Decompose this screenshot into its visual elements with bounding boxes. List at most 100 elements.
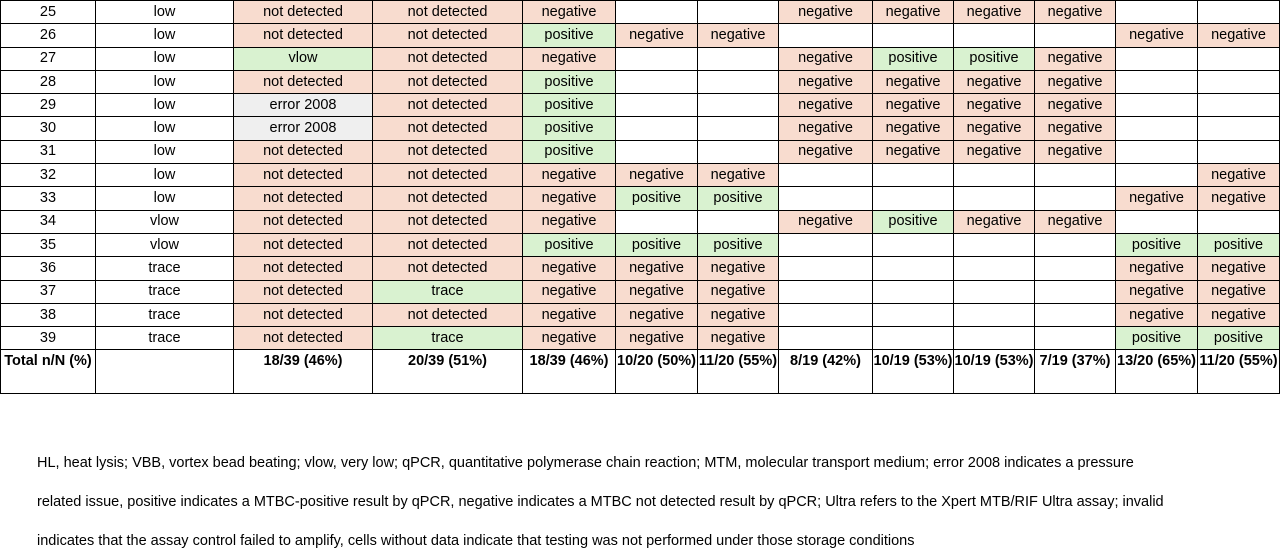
table-cell: negative <box>1115 23 1198 48</box>
table-cell <box>872 232 954 258</box>
total-cell: 13/20 (65%) <box>1115 349 1198 395</box>
table-cell <box>953 232 1035 258</box>
table-cell: negative <box>1034 93 1116 118</box>
table-row: 35 vlow not detected not detected positive po… <box>0 232 1280 258</box>
table-cell <box>778 23 873 48</box>
table-cell: not detected <box>372 302 523 328</box>
table-cell <box>1115 139 1198 165</box>
table-cell: negative <box>953 209 1035 234</box>
table-cell: negative <box>778 93 873 118</box>
table-cell: positive <box>615 186 698 211</box>
table-cell <box>1115 46 1198 71</box>
table-cell: not detected <box>372 163 523 188</box>
table-row: 37 trace not detected trace negative negative… <box>0 279 1280 304</box>
table-cell: positive <box>953 46 1035 71</box>
table-cell <box>1197 93 1280 118</box>
table-cell: positive <box>522 232 616 258</box>
table-cell <box>697 0 779 25</box>
table-cell: 36 <box>0 256 96 281</box>
table-cell: low <box>95 163 234 188</box>
total-cell: 10/19 (53%) <box>872 349 954 395</box>
table-cell <box>615 93 698 118</box>
table-cell: 33 <box>0 186 96 211</box>
table-cell: trace <box>95 256 234 281</box>
table-cell: negative <box>1197 23 1280 48</box>
table-cell: not detected <box>233 209 373 234</box>
table-cell <box>872 23 954 48</box>
table-cell <box>1197 0 1280 25</box>
table-cell: negative <box>522 46 616 71</box>
table-cell: low <box>95 139 234 165</box>
table-cell: negative <box>1115 279 1198 304</box>
table-cell <box>1034 326 1116 351</box>
table-row: 36 trace not detected not detected negative n… <box>0 256 1280 281</box>
table-cell: negative <box>778 46 873 71</box>
table-cell: not detected <box>372 139 523 165</box>
total-cell: 20/39 (51%) <box>372 349 523 395</box>
table-cell <box>615 69 698 95</box>
table-cell <box>697 139 779 165</box>
table-cell: negative <box>872 116 954 141</box>
table-cell <box>778 163 873 188</box>
table-row: 25 low not detected not detected negative neg… <box>0 0 1280 25</box>
table-row: 32 low not detected not detected negative neg… <box>0 163 1280 188</box>
table-cell <box>697 46 779 71</box>
table-cell: low <box>95 69 234 95</box>
table-cell: positive <box>522 69 616 95</box>
table-cell: negative <box>615 279 698 304</box>
footnote-line-2: related issue, positive indicates a MTBC… <box>37 494 1164 510</box>
table-cell: low <box>95 116 234 141</box>
table-row: 38 trace not detected not detected negative n… <box>0 302 1280 328</box>
table-cell <box>872 326 954 351</box>
table-cell <box>953 326 1035 351</box>
table-cell <box>615 209 698 234</box>
table-cell <box>1034 232 1116 258</box>
table-cell <box>1115 209 1198 234</box>
table-cell: negative <box>522 256 616 281</box>
table-cell: negative <box>1115 186 1198 211</box>
results-table: 25 low not detected not detected negative neg… <box>0 0 1280 395</box>
table-cell: negative <box>697 279 779 304</box>
table-cell: negative <box>697 326 779 351</box>
table-cell: negative <box>778 0 873 25</box>
table-row: 30 low error 2008 not detected positive negat… <box>0 116 1280 141</box>
table-cell: low <box>95 23 234 48</box>
table-cell <box>1197 139 1280 165</box>
table-cell: negative <box>522 302 616 328</box>
table-cell <box>697 69 779 95</box>
table-cell: negative <box>778 116 873 141</box>
table-cell <box>615 139 698 165</box>
table-cell: negative <box>1197 256 1280 281</box>
table-cell: vlow <box>95 209 234 234</box>
table-cell: vlow <box>95 232 234 258</box>
table-cell <box>1034 256 1116 281</box>
table-cell: low <box>95 46 234 71</box>
table-cell: negative <box>522 209 616 234</box>
table-row: 39 trace not detected trace negative negative… <box>0 326 1280 351</box>
results-table-body: 25 low not detected not detected negative neg… <box>0 0 1280 395</box>
table-cell: negative <box>1034 209 1116 234</box>
table-cell: trace <box>95 326 234 351</box>
table-cell: 30 <box>0 116 96 141</box>
table-cell: not detected <box>233 0 373 25</box>
table-cell <box>953 302 1035 328</box>
table-cell: positive <box>615 232 698 258</box>
table-cell: trace <box>372 279 523 304</box>
table-cell: 37 <box>0 279 96 304</box>
total-cell: 10/20 (50%) <box>615 349 698 395</box>
total-cell: 18/39 (46%) <box>233 349 373 395</box>
table-cell: trace <box>95 302 234 328</box>
table-cell: negative <box>1115 256 1198 281</box>
table-cell: 34 <box>0 209 96 234</box>
table-cell: not detected <box>372 256 523 281</box>
table-cell: positive <box>872 209 954 234</box>
table-cell: not detected <box>372 69 523 95</box>
table-row: 33 low not detected not detected negative pos… <box>0 186 1280 211</box>
table-cell <box>1115 0 1198 25</box>
table-row: 34 vlow not detected not detected negative ne… <box>0 209 1280 234</box>
table-cell: not detected <box>233 326 373 351</box>
table-cell: negative <box>953 93 1035 118</box>
table-cell: not detected <box>233 23 373 48</box>
table-cell: negative <box>872 93 954 118</box>
table-cell: 29 <box>0 93 96 118</box>
